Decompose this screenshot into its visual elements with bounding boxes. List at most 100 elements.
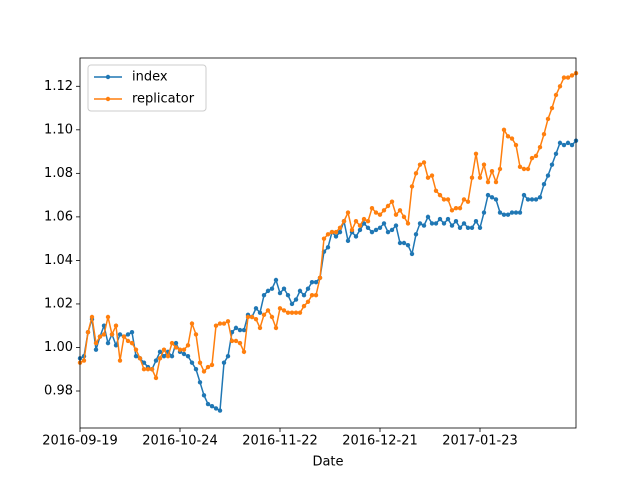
point xyxy=(369,229,375,235)
point xyxy=(153,358,159,363)
series-line xyxy=(79,140,577,412)
point xyxy=(373,227,379,233)
point xyxy=(181,347,187,352)
point xyxy=(505,212,511,217)
point xyxy=(265,288,271,294)
point xyxy=(281,308,287,313)
point xyxy=(509,136,515,141)
point xyxy=(437,216,443,222)
point xyxy=(117,358,123,363)
point xyxy=(461,221,467,226)
point xyxy=(349,227,355,233)
x-tick-label: 2017-01-23 xyxy=(442,434,518,449)
point xyxy=(561,142,567,148)
point xyxy=(281,286,287,291)
legend-marker xyxy=(105,74,111,80)
point xyxy=(309,293,315,298)
point xyxy=(201,393,207,398)
point xyxy=(105,340,111,346)
point xyxy=(501,212,507,217)
point xyxy=(417,162,423,167)
point xyxy=(105,314,111,320)
point xyxy=(125,332,131,337)
y-tick-label: 1.04 xyxy=(44,253,73,268)
x-tick-label: 2016-09-19 xyxy=(42,434,118,449)
point xyxy=(381,208,387,213)
point xyxy=(113,323,119,328)
point xyxy=(509,210,515,215)
point xyxy=(409,251,415,257)
point xyxy=(497,210,503,215)
point xyxy=(265,308,271,313)
point xyxy=(517,210,523,215)
y-tick-label: 1.10 xyxy=(44,122,73,137)
point xyxy=(193,367,199,372)
point xyxy=(389,227,395,233)
point xyxy=(101,332,107,337)
point xyxy=(421,160,427,165)
y-tick-label: 1.02 xyxy=(44,296,73,311)
point xyxy=(465,199,471,204)
point xyxy=(377,225,383,230)
point xyxy=(305,299,311,304)
point xyxy=(413,232,419,237)
point xyxy=(277,290,283,296)
plot-frame xyxy=(79,57,577,429)
y-tick-label: 1.06 xyxy=(44,209,73,224)
point xyxy=(421,223,427,228)
point xyxy=(257,325,263,331)
point xyxy=(409,184,415,189)
point xyxy=(213,406,219,411)
point xyxy=(261,293,267,298)
point xyxy=(201,369,207,374)
point xyxy=(205,401,211,407)
point xyxy=(177,347,183,352)
point xyxy=(561,75,567,80)
point xyxy=(289,301,295,307)
point xyxy=(437,192,443,198)
point xyxy=(565,140,571,146)
point xyxy=(533,197,539,202)
point xyxy=(441,197,447,202)
point xyxy=(189,321,195,326)
point xyxy=(529,155,535,161)
point xyxy=(293,310,299,315)
y-tick-label: 1.08 xyxy=(44,166,73,181)
point xyxy=(233,338,239,344)
point xyxy=(337,229,343,235)
point xyxy=(209,404,215,409)
point xyxy=(457,205,463,211)
legend-marker xyxy=(105,96,111,102)
point xyxy=(393,223,399,228)
point xyxy=(537,145,543,150)
point xyxy=(205,364,211,370)
point xyxy=(381,221,387,226)
point xyxy=(285,310,291,315)
point xyxy=(449,208,455,213)
point xyxy=(373,210,379,215)
point xyxy=(225,353,231,359)
point xyxy=(425,214,431,220)
point xyxy=(445,216,451,222)
point xyxy=(565,75,571,80)
point xyxy=(525,197,531,202)
point xyxy=(429,173,435,178)
point xyxy=(557,140,563,146)
point xyxy=(473,151,479,156)
point xyxy=(109,332,115,337)
point xyxy=(325,245,331,250)
point xyxy=(293,297,299,302)
point xyxy=(429,221,435,226)
point xyxy=(217,321,223,326)
point xyxy=(249,314,255,320)
point xyxy=(225,319,231,324)
point xyxy=(501,127,507,133)
point xyxy=(221,321,227,326)
series-line xyxy=(79,72,577,381)
point xyxy=(161,353,167,359)
point xyxy=(449,223,455,228)
point xyxy=(361,221,367,226)
point xyxy=(237,340,243,346)
point xyxy=(385,203,391,209)
point xyxy=(485,192,491,198)
